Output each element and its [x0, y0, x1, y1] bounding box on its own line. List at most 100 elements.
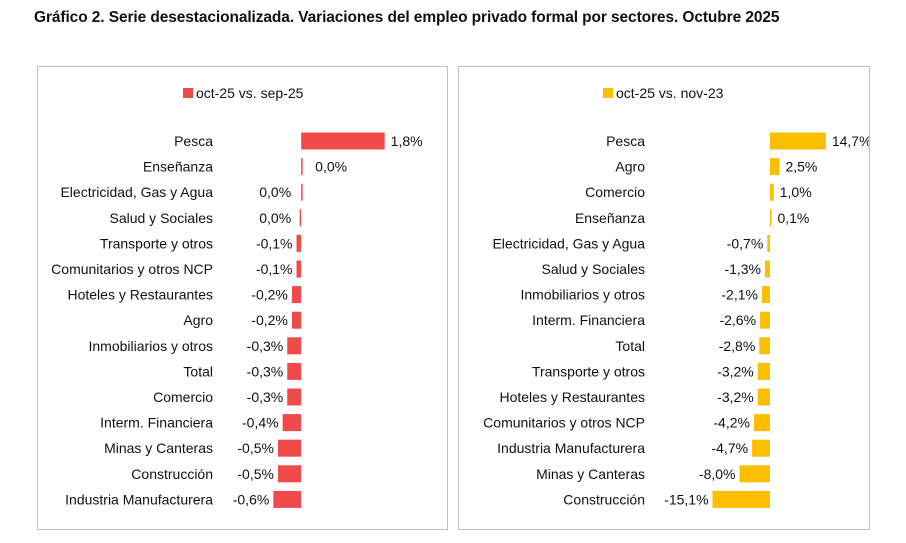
bar — [769, 158, 780, 176]
bar — [291, 311, 302, 329]
chart-panel-left: oct-25 vs. sep-25 Pesca 1,8% Enseñanza 0,0%… — [37, 66, 448, 530]
value-label: -4,7% — [711, 440, 748, 456]
category-label: Enseñanza — [143, 159, 213, 175]
bar — [757, 362, 770, 380]
value-label: -0,2% — [251, 287, 288, 303]
value-label: -3,2% — [717, 363, 754, 379]
category-label: Hoteles y Restaurantes — [67, 287, 213, 303]
value-label: -2,1% — [721, 287, 758, 303]
value-label: -0,3% — [247, 363, 284, 379]
value-label: -0,2% — [251, 312, 288, 328]
value-label: 0,0% — [315, 159, 347, 175]
bar — [753, 414, 770, 432]
legend-swatch-right — [603, 88, 613, 98]
category-label: Comunitarios y otros NCP — [51, 261, 213, 277]
bar — [287, 337, 302, 355]
bar — [752, 439, 770, 457]
value-label: 1,0% — [780, 184, 812, 200]
category-label: Industria Manufacturera — [497, 440, 645, 456]
value-label: -4,2% — [713, 415, 750, 431]
category-label: Pesca — [174, 133, 213, 149]
category-label: Total — [183, 363, 213, 379]
value-label: -1,3% — [724, 261, 761, 277]
value-label: 2,5% — [785, 159, 817, 175]
legend-label-right: oct-25 vs. nov-23 — [616, 85, 724, 101]
bar — [273, 490, 302, 508]
category-label: Agro — [615, 159, 645, 175]
value-label: -0,6% — [233, 491, 270, 507]
bar — [296, 260, 302, 278]
category-label: Construcción — [563, 491, 645, 507]
value-label: -0,1% — [256, 235, 293, 251]
category-label: Comercio — [153, 389, 213, 405]
value-label: 1,8% — [391, 133, 423, 149]
bar — [301, 132, 385, 150]
bar — [301, 183, 303, 201]
value-label: 0,1% — [777, 210, 809, 226]
category-label: Transporte y otros — [532, 363, 645, 379]
legend-swatch-left — [183, 88, 193, 98]
bar — [282, 414, 302, 432]
category-label: Salud y Sociales — [541, 261, 645, 277]
value-label: 0,0% — [259, 210, 291, 226]
bar-chart-left: Pesca 1,8% Enseñanza 0,0% Electricidad, Gas … — [51, 132, 423, 508]
category-label: Comercio — [585, 184, 645, 200]
bar — [761, 286, 770, 304]
category-label: Enseñanza — [575, 210, 645, 226]
bar — [757, 388, 770, 406]
category-label: Hoteles y Restaurantes — [499, 389, 645, 405]
value-label: -0,4% — [242, 415, 279, 431]
bar — [759, 337, 770, 355]
bar-chart-right: Pesca 14,7% Agro 2,5% Comercio 1,0% Enseñanza 0… — [483, 132, 869, 508]
category-label: Inmobiliarios y otros — [89, 338, 214, 354]
chart-title: Gráfico 2. Serie desestacionalizada. Var… — [34, 9, 780, 26]
category-label: Electricidad, Gas y Agua — [60, 184, 213, 200]
bar — [301, 158, 303, 176]
value-label: -0,5% — [237, 466, 274, 482]
value-label: -2,8% — [719, 338, 756, 354]
bar — [287, 388, 302, 406]
category-label: Pesca — [606, 133, 645, 149]
bar — [767, 234, 770, 252]
bar — [769, 132, 826, 150]
category-label: Minas y Canteras — [536, 466, 645, 482]
category-label: Construcción — [131, 466, 213, 482]
bar — [291, 286, 302, 304]
value-label: -0,3% — [247, 389, 284, 405]
category-label: Electricidad, Gas y Agua — [492, 235, 645, 251]
category-label: Interm. Financiera — [532, 312, 645, 328]
value-label: -8,0% — [699, 466, 736, 482]
bar — [769, 209, 772, 227]
bar — [299, 209, 302, 227]
bar — [739, 465, 770, 483]
chart-panel-right: oct-25 vs. nov-23 Pesca 14,7% Agro 2,5% Come… — [458, 66, 870, 530]
value-label: -2,6% — [719, 312, 756, 328]
value-label: -0,5% — [237, 440, 274, 456]
legend-right: oct-25 vs. nov-23 — [603, 85, 723, 101]
value-label: -3,2% — [717, 389, 754, 405]
value-label: -0,3% — [247, 338, 284, 354]
category-label: Minas y Canteras — [104, 440, 213, 456]
category-label: Total — [615, 338, 645, 354]
bar — [712, 490, 770, 508]
category-label: Comunitarios y otros NCP — [483, 415, 645, 431]
legend-label-left: oct-25 vs. sep-25 — [196, 85, 304, 101]
category-label: Interm. Financiera — [100, 415, 213, 431]
bar — [287, 362, 302, 380]
legend-left: oct-25 vs. sep-25 — [183, 85, 303, 101]
value-label: -15,1% — [664, 491, 708, 507]
category-label: Transporte y otros — [100, 235, 213, 251]
category-label: Inmobiliarios y otros — [521, 287, 646, 303]
category-label: Agro — [183, 312, 213, 328]
value-label: 14,7% — [832, 133, 869, 149]
value-label: -0,1% — [256, 261, 293, 277]
bar — [765, 260, 770, 278]
bar — [296, 234, 302, 252]
bar — [277, 465, 302, 483]
value-label: 0,0% — [259, 184, 291, 200]
bar — [760, 311, 770, 329]
value-label: -0,7% — [727, 235, 764, 251]
category-label: Salud y Sociales — [109, 210, 213, 226]
bar — [277, 439, 302, 457]
bar — [769, 183, 774, 201]
